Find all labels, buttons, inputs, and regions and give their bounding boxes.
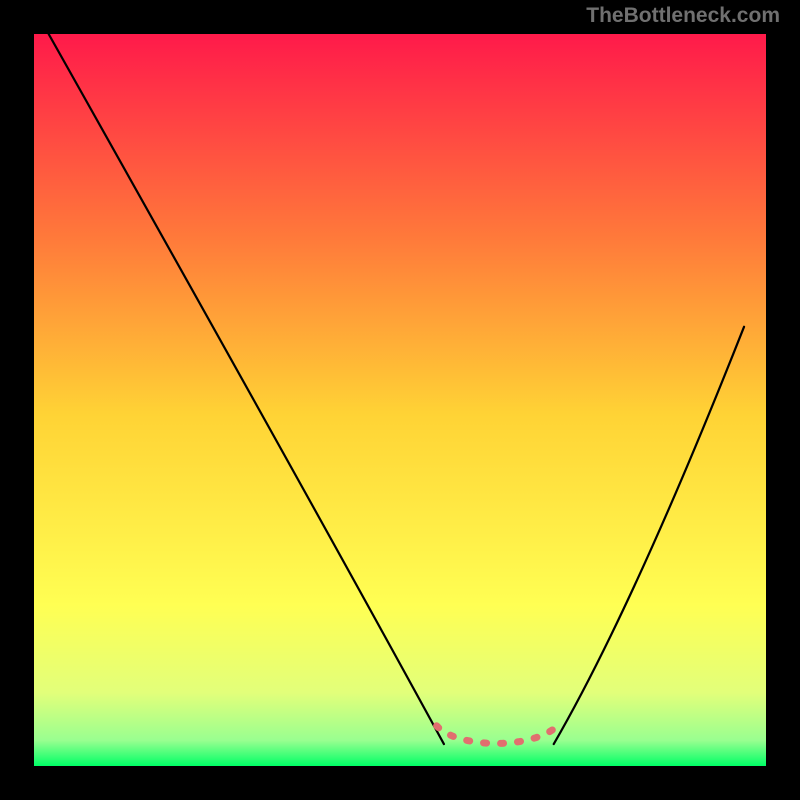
gradient-background	[34, 34, 766, 766]
plot-area	[34, 34, 766, 766]
chart-svg	[34, 34, 766, 766]
chart-container: TheBottleneck.com	[0, 0, 800, 800]
watermark-text: TheBottleneck.com	[586, 4, 780, 28]
